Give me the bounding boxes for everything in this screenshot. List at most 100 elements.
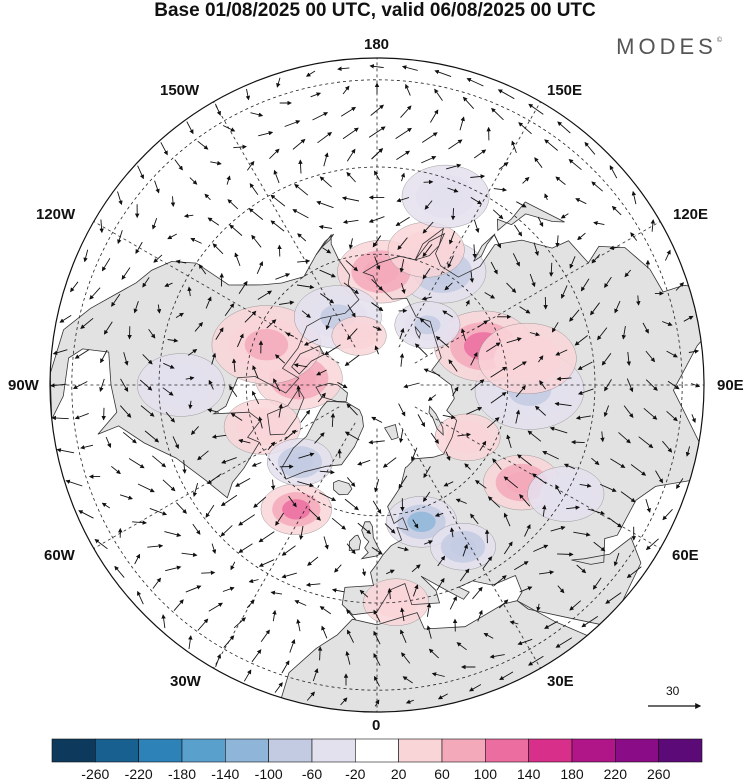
wind-vector-126 (210, 160, 222, 166)
wind-vector-395 (318, 224, 333, 230)
coast-sakhalin (473, 233, 496, 262)
wind-vector-82 (152, 577, 162, 589)
wind-vector-59 (401, 65, 418, 71)
wind-vector-56 (497, 89, 515, 100)
wind-vector-233 (544, 193, 549, 201)
wind-vector-20 (94, 538, 108, 550)
wind-vector-13 (59, 315, 72, 323)
wind-vector-554 (423, 368, 441, 376)
colorbar-swatch-1 (95, 738, 139, 763)
label-150w: 150W (160, 82, 200, 99)
coast-alaska-peninsula (315, 233, 335, 255)
wind-vector-538 (448, 359, 458, 372)
wind-vector-336 (577, 361, 593, 370)
wind-vector-487 (443, 481, 454, 487)
wind-vector-524 (347, 304, 356, 318)
wind-vector-173 (555, 176, 566, 185)
wind-vector-265 (294, 600, 307, 606)
wind-vector-369 (334, 564, 342, 573)
wind-vector-79 (101, 502, 111, 509)
wind-vector-55 (528, 103, 544, 115)
wind-vector-197 (122, 431, 137, 444)
wind-vector-2 (305, 70, 316, 77)
wind-vector-460 (512, 361, 527, 370)
anomaly-cell-6-level-2 (507, 344, 547, 373)
wind-vector-179 (400, 105, 412, 118)
wind-vector-350 (316, 200, 334, 209)
wind-vector-542 (371, 302, 384, 312)
wind-vector-338 (569, 309, 580, 322)
wind-vector-518 (470, 351, 478, 366)
wind-vector-445 (251, 462, 262, 467)
wind-vector-452 (412, 519, 419, 529)
wind-vector-516 (466, 407, 483, 415)
coast-japan (496, 201, 565, 232)
wind-vector-21 (114, 565, 125, 578)
wind-vector-545 (324, 344, 341, 356)
wind-vector-550 (368, 439, 385, 445)
wind-vector-196 (119, 405, 132, 418)
wind-vector-130 (135, 241, 143, 254)
wind-vector-120 (370, 104, 384, 116)
wind-vector-241 (346, 148, 356, 162)
wind-vector-220 (587, 508, 606, 516)
wind-vector-97 (569, 600, 581, 611)
wind-vector-204 (222, 586, 235, 592)
wind-vector-76 (74, 412, 89, 420)
wind-vector-364 (220, 494, 238, 507)
wind-vector-447 (288, 495, 297, 508)
wind-vector-251 (156, 304, 162, 314)
wind-vector-102 (655, 470, 663, 484)
wind-vector-443 (230, 413, 243, 421)
wind-vector-519 (460, 328, 467, 341)
colorbar-swatch-7 (354, 738, 399, 763)
wind-vector-529 (300, 409, 311, 423)
wind-vector-28 (306, 691, 315, 701)
reference-vector-value: 30 (666, 684, 680, 698)
wind-vector-423 (539, 380, 546, 390)
wind-vector-388 (494, 234, 501, 249)
wind-vector-203 (201, 570, 216, 576)
latitude-circle-20 (71, 79, 683, 691)
wind-vector-71 (101, 258, 111, 272)
wind-vector-563 (403, 382, 420, 389)
wind-vector-199 (137, 483, 155, 493)
wind-vector-33 (469, 684, 482, 692)
wind-vector-224 (623, 405, 634, 419)
wind-vector-293 (445, 163, 462, 170)
wind-vector-75 (72, 381, 88, 389)
wind-vector-343 (492, 209, 504, 220)
wind-vector-200 (149, 507, 168, 516)
wind-vector-564 (399, 353, 405, 367)
anomaly-cell-10-level-2 (428, 183, 463, 210)
wind-vector-458 (515, 409, 521, 424)
wind-vector-368 (307, 556, 319, 566)
wind-vector-262 (230, 561, 236, 571)
wind-vector-287 (569, 256, 576, 269)
coast-arctic-archipelago (291, 345, 325, 375)
wind-vector-345 (447, 187, 459, 193)
colorbar (51, 738, 703, 763)
wind-vector-387 (512, 253, 520, 267)
wind-vector-510 (346, 477, 356, 487)
wind-vector-35 (528, 655, 544, 666)
wind-vector-527 (293, 363, 308, 368)
wind-vector-561 (371, 416, 383, 423)
wind-vector-250 (164, 282, 173, 287)
wind-vector-261 (211, 543, 217, 555)
wind-vector-537 (452, 386, 459, 396)
wind-vector-252 (148, 328, 156, 339)
wind-vector-46 (688, 349, 700, 354)
wind-vector-115 (518, 122, 532, 135)
wind-vector-275 (533, 544, 549, 552)
wind-vector-300 (294, 183, 309, 196)
wind-vector-90 (374, 675, 380, 687)
colorbar-tick-label: -60 (301, 766, 323, 782)
wind-vector-3 (276, 77, 281, 88)
wind-vector-149 (345, 650, 351, 665)
colorbar-tick-label: 100 (473, 766, 497, 782)
wind-vector-312 (172, 436, 179, 450)
wind-vector-134 (100, 349, 108, 364)
wind-vector-154 (483, 632, 494, 639)
